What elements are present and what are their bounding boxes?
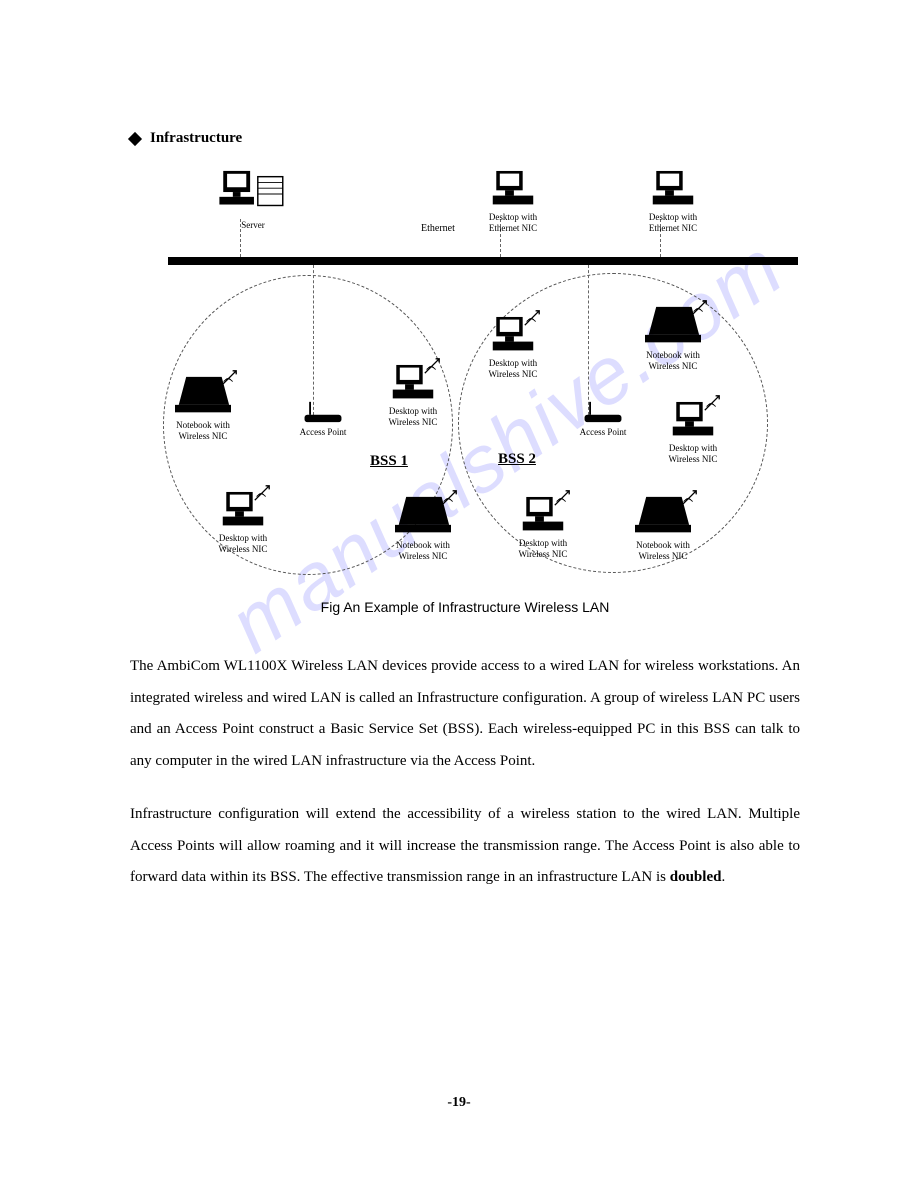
node-label: Desktop with [468, 212, 558, 223]
ap-icon [584, 400, 622, 424]
notebook-node: Notebook withWireless NIC [628, 305, 718, 371]
node-label: Wireless NIC [648, 454, 738, 465]
ap-icon [304, 400, 342, 424]
ethernet-backbone [168, 257, 798, 265]
server-icon [219, 169, 287, 217]
node-label: Desktop with [198, 533, 288, 544]
connector-line [588, 265, 589, 415]
notebook-node: Notebook withWireless NIC [378, 495, 468, 561]
node-label: Access Point [278, 427, 368, 438]
desktop-node: Desktop withEthernet NIC [468, 169, 558, 233]
node-label: Ethernet NIC [628, 223, 718, 234]
desktop-node: Desktop withEthernet NIC [628, 169, 718, 233]
notebook-icon [174, 375, 232, 417]
section-heading: Infrastructure [130, 130, 800, 147]
desktop-node: Desktop withWireless NIC [648, 400, 738, 464]
node-label: Notebook with [378, 540, 468, 551]
node-label: Notebook with [618, 540, 708, 551]
notebook-node: Notebook withWireless NIC [618, 495, 708, 561]
diamond-bullet-icon [128, 131, 142, 145]
node-label: Server [208, 220, 298, 231]
server-node: Server [208, 169, 298, 231]
node-label: Wireless NIC [468, 369, 558, 380]
para2-part-b: . [721, 869, 725, 885]
node-label: Desktop with [368, 406, 458, 417]
connector-line [313, 265, 314, 415]
network-diagram: EthernetBSS 1BSS 2ServerDesktop withEthe… [138, 165, 798, 585]
node-label: Notebook with [628, 350, 718, 361]
figure-caption: Fig An Example of Infrastructure Wireles… [130, 599, 800, 615]
ap-node: Access Point [278, 400, 368, 438]
node-label: Wireless NIC [158, 431, 248, 442]
desktop-node: Desktop withWireless NIC [198, 490, 288, 554]
desktop-icon [221, 490, 265, 530]
node-label: Wireless NIC [368, 417, 458, 428]
desktop-node: Desktop withWireless NIC [498, 495, 588, 559]
node-label: Wireless NIC [198, 544, 288, 555]
ap-node: Access Point [558, 400, 648, 438]
desktop-icon [651, 169, 695, 209]
notebook-icon [634, 495, 692, 537]
node-label: Wireless NIC [498, 549, 588, 560]
desktop-icon [391, 363, 435, 403]
desktop-node: Desktop withWireless NIC [468, 315, 558, 379]
desktop-node: Desktop withWireless NIC [368, 363, 458, 427]
page-number: -19- [0, 1095, 918, 1111]
page-content: Infrastructure Ethernet BSS 1 BSS 2 Server D… [130, 130, 800, 916]
node-label: Desktop with [498, 538, 588, 549]
bss-label-1: BSS 1 [370, 453, 408, 470]
notebook-node: Notebook withWireless NIC [158, 375, 248, 441]
desktop-icon [491, 315, 535, 355]
node-label: Access Point [558, 427, 648, 438]
node-label: Wireless NIC [628, 361, 718, 372]
para2-bold: doubled [670, 869, 722, 885]
heading-text: Infrastructure [150, 130, 242, 147]
node-label: Wireless NIC [618, 551, 708, 562]
node-label: Desktop with [648, 443, 738, 454]
node-label: Wireless NIC [378, 551, 468, 562]
ethernet-label: Ethernet [421, 223, 455, 234]
node-label: Desktop with [628, 212, 718, 223]
paragraph-1: The AmbiCom WL1100X Wireless LAN devices… [130, 651, 800, 777]
notebook-icon [394, 495, 452, 537]
node-label: Desktop with [468, 358, 558, 369]
bss-label-2: BSS 2 [498, 451, 536, 468]
notebook-icon [644, 305, 702, 347]
desktop-icon [671, 400, 715, 440]
node-label: Ethernet NIC [468, 223, 558, 234]
desktop-icon [521, 495, 565, 535]
paragraph-2: Infrastructure configuration will extend… [130, 799, 800, 894]
node-label: Notebook with [158, 420, 248, 431]
desktop-icon [491, 169, 535, 209]
